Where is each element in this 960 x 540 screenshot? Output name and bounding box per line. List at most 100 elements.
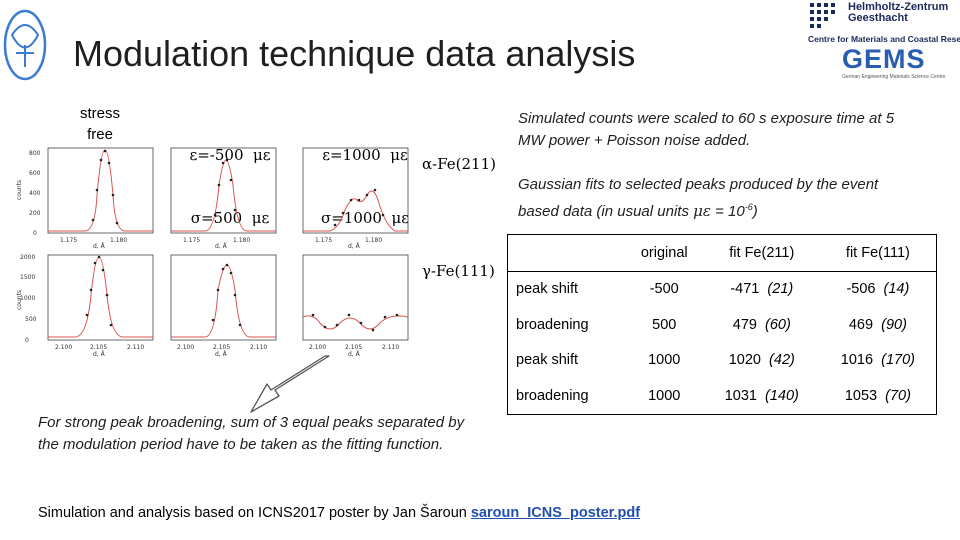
ytick: 0 [25,337,29,344]
ytick: 800 [29,150,41,157]
table-row: broadening 500 479 (60) 469 (90) [508,307,937,343]
xlabel: d, Å [93,351,106,358]
simulated-note: Simulated counts were scaled to 60 s exp… [518,110,895,149]
gems-tagline: German Engineering Materials Science Cen… [842,74,946,80]
fit211-value: -471 [730,281,760,298]
ytick: 0 [33,230,37,237]
fit211-value: 1020 [728,352,761,369]
col3-label: ε=1000 με σ=1000 με [310,103,420,250]
gaussian-mid: = 10 [710,203,745,220]
hzg-subtitle: Centre for Materials and Coastal Researc… [808,34,960,44]
ytick: 500 [25,316,37,323]
fit111-cell: -506 (14) [820,271,937,307]
fit111-value: -506 [846,281,876,298]
hzg-line-2: Geesthacht [848,12,908,24]
fit111-value: 469 [848,316,874,333]
hzg-line-1: Helmholtz-Zentrum [848,1,949,13]
col3-line2: σ=1000 με [320,209,410,227]
fit111-cell: 469 (90) [820,307,937,343]
xtick: 2.105 [345,344,362,351]
footer-credit: Simulation and analysis based on ICNS201… [38,505,640,521]
xtick: 2.110 [382,344,399,351]
peak-plots: counts counts 0 200 400 600 800 1.175 1.… [16,147,409,358]
fit211-cell: -471 (21) [704,271,820,307]
col3-line1: ε=1000 με [322,146,408,164]
footer-text: Simulation and analysis based on ICNS201… [38,505,471,521]
gems-wordmark: GEMS [842,44,926,74]
col2-label: ε=-500 με σ=500 με [175,103,285,250]
xlabel: d, Å [215,243,228,250]
ytick: 600 [29,170,41,177]
table-row: peak shift -500 -471 (21) -506 (14) [508,271,937,307]
xtick: 2.100 [55,344,72,351]
ytick: 2000 [20,254,35,261]
page-title: Modulation technique data analysis [73,33,636,74]
ytick: 1500 [20,274,35,281]
ytick: 200 [29,210,41,217]
fit111-cell: 1053 (70) [820,378,937,414]
fit111-error: (90) [881,316,907,333]
poster-link[interactable]: saroun_ICNS_poster.pdf [470,505,641,521]
fit111-value: 1016 [840,352,874,369]
xtick: 1.180 [365,237,382,244]
fit211-error: (21) [767,281,794,298]
xtick: 1.180 [233,237,250,244]
original-cell: 500 [652,316,677,333]
broadening-note: For strong peak broadening, sum of 3 equ… [38,414,465,453]
alpha-phase-label: α-Fe(211) [422,155,496,173]
fit211-cell: 479 (60) [704,307,820,343]
row-label: broadening [516,316,589,333]
fit211-error: (42) [769,352,795,369]
xtick: 2.110 [127,344,144,351]
xtick: 1.175 [183,237,200,244]
row-label: peak shift [516,352,579,369]
stress-free-label: stress free [79,105,120,143]
xtick: 2.105 [90,344,107,351]
original-cell: 1000 [648,387,681,404]
institute-logo-icon [3,9,47,81]
table-row: peak shift 1000 1020 (42) 1016 (170) [508,343,937,379]
xtick: 1.175 [60,237,77,244]
header-cell: fit Fe(111) [819,234,937,272]
xlabel: d, Å [215,351,228,358]
ylabel-row2: counts [16,290,23,310]
fit111-error: (170) [881,352,915,369]
col2-line2: σ=500 με [190,209,270,227]
fit211-error: (60) [765,316,791,333]
hzg-logo: Helmholtz-Zentrum Geesthacht Centre for … [808,1,960,45]
xlabel: d, Å [93,243,106,250]
gaussian-prefix: Gaussian fits to selected peaks produced… [518,176,879,220]
fit111-value: 1053 [844,387,878,404]
xtick: 2.100 [309,344,326,351]
fit211-cell: 1020 (42) [704,343,820,379]
gamma-phase-label: γ-Fe(111) [422,262,495,280]
results-table: original fit Fe(211) fit Fe(111) peak sh… [507,234,937,415]
fit211-value: 479 [732,316,757,333]
gaussian-note: Gaussian fits to selected peaks produced… [518,174,918,223]
ytick: 400 [29,190,41,197]
xtick: 2.100 [177,344,194,351]
fit211-value: 1031 [724,387,757,404]
gaussian-suffix: ) [752,203,758,220]
col2-line1: ε=-500 με [189,146,271,164]
xlabel: d, Å [348,351,361,358]
original-cell: -500 [649,281,679,298]
xtick: 1.175 [315,237,332,244]
row-label: peak shift [516,281,579,298]
row-label: broadening [516,387,589,404]
fit211-cell: 1031 (140) [704,378,820,414]
xtick: 2.110 [250,344,267,351]
xlabel: d, Å [348,243,361,250]
ylabel-row1: counts [16,180,23,200]
gaussian-unit: με [693,202,711,220]
header-cell: fit Fe(211) [703,234,820,272]
header-cell [507,234,625,272]
gaussian-exp: -6 [744,202,753,212]
hzg-grid-icon [810,3,835,28]
table-header-row: original fit Fe(211) fit Fe(111) [507,234,937,272]
arrow-icon [250,355,330,413]
xtick: 1.180 [110,237,127,244]
fit111-error: (70) [885,387,911,404]
original-cell: 1000 [648,352,681,369]
table-row: broadening 1000 1031 (140) 1053 (70) [508,378,937,414]
